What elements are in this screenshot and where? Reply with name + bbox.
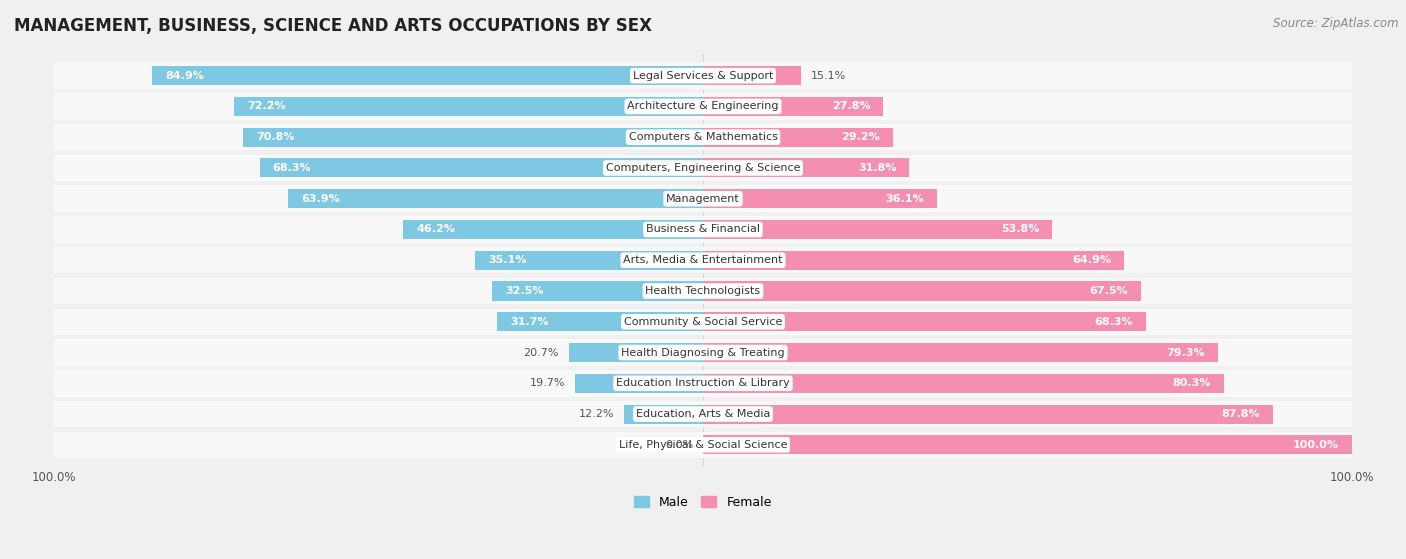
Text: 27.8%: 27.8% [832,101,870,111]
Bar [53,186,1353,212]
Text: 63.9%: 63.9% [301,194,340,203]
Bar [475,250,703,270]
Bar [404,220,703,239]
Text: Architecture & Engineering: Architecture & Engineering [627,101,779,111]
Legend: Male, Female: Male, Female [630,491,776,514]
Text: Health Diagnosing & Treating: Health Diagnosing & Treating [621,348,785,358]
Bar [703,312,1146,331]
Text: 72.2%: 72.2% [247,101,285,111]
Text: Education Instruction & Library: Education Instruction & Library [616,378,790,389]
Bar [703,220,1052,239]
Text: 46.2%: 46.2% [416,225,456,234]
Bar [53,401,1353,427]
Bar [624,405,703,424]
Text: 79.3%: 79.3% [1166,348,1205,358]
Text: 84.9%: 84.9% [165,70,204,80]
Text: 15.1%: 15.1% [811,70,846,80]
Bar [703,405,1272,424]
Bar [498,312,703,331]
Bar [53,124,1353,150]
Bar [53,339,1353,366]
Text: Computers, Engineering & Science: Computers, Engineering & Science [606,163,800,173]
Text: Computers & Mathematics: Computers & Mathematics [628,132,778,142]
Bar [53,432,1353,458]
Bar [703,374,1225,393]
Text: 68.3%: 68.3% [273,163,311,173]
Text: Education, Arts & Media: Education, Arts & Media [636,409,770,419]
Bar [575,374,703,393]
Text: 32.5%: 32.5% [505,286,543,296]
Text: MANAGEMENT, BUSINESS, SCIENCE AND ARTS OCCUPATIONS BY SEX: MANAGEMENT, BUSINESS, SCIENCE AND ARTS O… [14,17,652,35]
Bar [53,155,1353,181]
Bar [703,343,1218,362]
Text: Legal Services & Support: Legal Services & Support [633,70,773,80]
Bar [53,216,1353,243]
Text: 67.5%: 67.5% [1090,286,1128,296]
Bar [492,282,703,301]
Bar [53,370,1353,396]
Bar [703,282,1142,301]
Bar [703,127,893,146]
Bar [235,97,703,116]
Bar [703,66,801,85]
Text: 12.2%: 12.2% [579,409,614,419]
Text: 19.7%: 19.7% [530,378,565,389]
Text: 31.7%: 31.7% [510,317,548,327]
Text: 68.3%: 68.3% [1095,317,1133,327]
Text: Life, Physical & Social Science: Life, Physical & Social Science [619,440,787,450]
Text: Arts, Media & Entertainment: Arts, Media & Entertainment [623,255,783,265]
Text: 0.0%: 0.0% [665,440,693,450]
Bar [53,63,1353,89]
Text: 20.7%: 20.7% [523,348,560,358]
Bar [152,66,703,85]
Text: Business & Financial: Business & Financial [645,225,761,234]
Bar [568,343,703,362]
Bar [243,127,703,146]
Text: 53.8%: 53.8% [1001,225,1039,234]
Bar [703,435,1353,454]
Bar [703,97,883,116]
Bar [703,189,938,209]
Bar [53,278,1353,304]
Text: 64.9%: 64.9% [1073,255,1111,265]
Text: 70.8%: 70.8% [256,132,295,142]
Text: Health Technologists: Health Technologists [645,286,761,296]
Bar [53,93,1353,120]
Text: Source: ZipAtlas.com: Source: ZipAtlas.com [1274,17,1399,30]
Text: 80.3%: 80.3% [1173,378,1211,389]
Text: 31.8%: 31.8% [858,163,897,173]
Bar [703,250,1125,270]
Text: 29.2%: 29.2% [841,132,880,142]
Text: 36.1%: 36.1% [886,194,924,203]
Text: Management: Management [666,194,740,203]
Bar [53,309,1353,335]
Text: 100.0%: 100.0% [1294,440,1339,450]
Bar [703,158,910,178]
Text: 87.8%: 87.8% [1222,409,1260,419]
Bar [53,247,1353,273]
Text: 35.1%: 35.1% [488,255,526,265]
Text: Community & Social Service: Community & Social Service [624,317,782,327]
Bar [260,158,703,178]
Bar [288,189,703,209]
